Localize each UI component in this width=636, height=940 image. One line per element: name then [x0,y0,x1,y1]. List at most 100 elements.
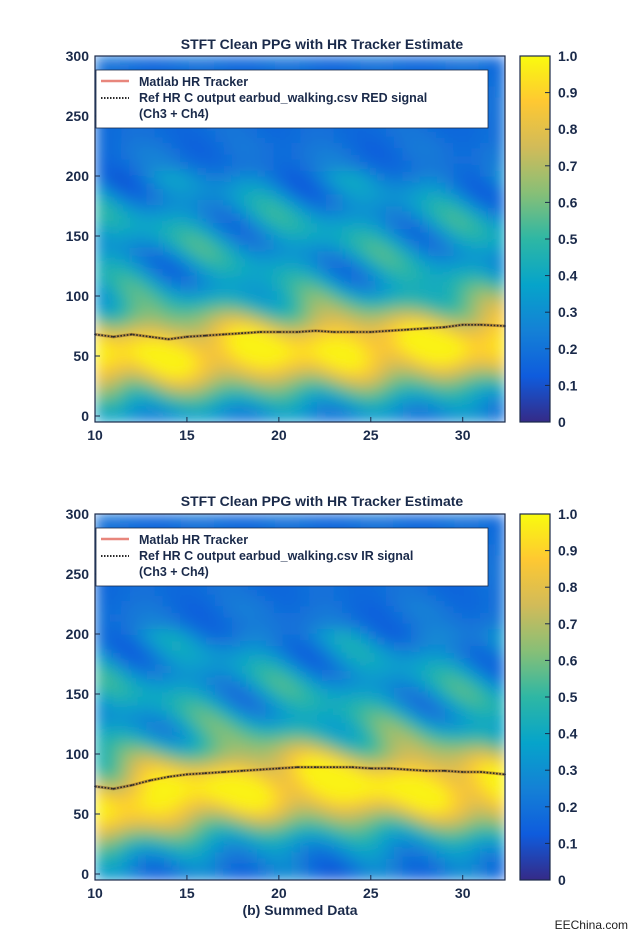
plot-frame [94,55,506,423]
colorbar-tick-label: 0 [558,872,566,888]
ref-hr-point [204,772,207,775]
ref-hr-point [406,768,409,771]
x-tick-label: 30 [455,427,471,443]
ref-hr-point [406,328,409,331]
ref-hr-point [259,331,262,333]
colorbar-tick-label: 0.4 [558,268,578,284]
ref-hr-point [222,333,225,336]
x-tick-label: 10 [87,427,103,443]
ref-hr-point [351,331,354,333]
colorbar-tick-label: 0.5 [558,689,578,705]
plot-frame [94,513,506,881]
ref-hr-point [204,334,207,337]
ref-hr-point [296,331,299,333]
colorbar-tick-label: 0.2 [558,341,578,357]
x-tick-label: 20 [271,885,287,901]
chart-title: STFT Clean PPG with HR Tracker Estimate [181,493,464,509]
ref-hr-point [259,768,262,771]
ref-hr-point [167,338,170,341]
x-tick-label: 20 [271,427,287,443]
ref-hr-point [443,769,446,772]
legend-label-ref: Ref HR C output earbud_walking.csv RED s… [139,91,427,105]
colorbar-tick-label: 0.2 [558,799,578,815]
colorbar-tick-label: 0 [558,414,566,430]
ref-hr-point [186,335,188,338]
ref-hr-point [425,769,427,772]
ref-hr-point [480,323,482,326]
colorbar-tick-label: 0.6 [558,652,578,668]
ref-hr-point [443,326,446,329]
ref-hr-point [278,767,280,770]
colorbar-tick-label: 0.3 [558,304,578,320]
x-tick-label: 25 [363,885,379,901]
y-tick-label: 100 [66,746,90,762]
ref-hr-point [351,766,354,769]
ref-hr-point [388,767,391,770]
ref-hr-point [369,331,372,333]
chart-title: STFT Clean PPG with HR Tracker Estimate [181,36,464,52]
y-tick-label: 150 [66,686,90,702]
x-tick-label: 25 [363,427,379,443]
ref-hr-point [480,771,482,773]
colorbar-tick-label: 0.9 [558,85,578,101]
watermark: EEChina.com [554,918,628,932]
colorbar-tick-label: 0.8 [558,579,578,595]
ref-hr-series-line [95,766,505,790]
colorbar-tick-label: 1.0 [558,48,578,64]
colorbar-tick-label: 0.6 [558,194,578,210]
colorbar-tick-label: 0.4 [558,726,578,742]
ref-hr-point [461,771,464,773]
ref-hr-point [278,331,280,333]
x-tick-label: 30 [455,885,471,901]
legend-box [95,527,489,587]
spectrogram-heatmap [95,514,505,880]
ref-hr-point [112,335,115,338]
ref-hr-point [130,784,133,787]
colorbar-tick-label: 0.9 [558,543,578,559]
y-tick-label: 50 [73,348,89,364]
ref-hr-point [130,333,133,336]
ref-hr-point [222,771,225,773]
y-tick-label: 0 [81,408,89,424]
ref-hr-point [425,327,427,330]
y-tick-label: 300 [66,506,90,522]
x-tick-label: 15 [179,427,195,443]
legend-label-matlab: Matlab HR Tracker [139,533,248,547]
y-tick-label: 50 [73,806,89,822]
legend-label-ref: Ref HR C output earbud_walking.csv IR si… [139,549,413,563]
legend-label-matlab: Matlab HR Tracker [139,75,248,89]
legend: Matlab HR Tracker Ref HR C output earbud_… [95,527,489,587]
legend-box [95,69,489,129]
y-tick-label: 0 [81,866,89,882]
y-tick-label: 250 [66,566,90,582]
y-tick-label: 200 [66,168,90,184]
ref-hr-point [296,766,299,769]
ref-hr-point [186,773,188,776]
ref-hr-point [241,332,244,335]
x-tick-label: 15 [179,885,195,901]
legend-label-ref-line2: (Ch3 + Ch4) [139,565,209,579]
ref-hr-point [149,779,152,782]
ref-hr-point [314,329,317,332]
colorbar: 0 0.1 0.2 0.3 0.4 0.5 0.6 0.7 0.8 0.9 1.0 [519,48,578,430]
colorbar-tick-label: 0.1 [558,835,578,851]
y-tick-label: 100 [66,288,90,304]
ref-hr-point [149,335,152,338]
ref-hr-point [241,769,244,772]
colorbar-tick-label: 0.8 [558,121,578,137]
legend-label-ref-line2: (Ch3 + Ch4) [139,107,209,121]
y-tick-label: 250 [66,108,90,124]
y-tick-label: 300 [66,48,90,64]
x-tick-label: 10 [87,885,103,901]
colorbar: 0 0.1 0.2 0.3 0.4 0.5 0.6 0.7 0.8 0.9 1.0 [519,506,578,888]
ref-hr-point [112,787,115,790]
chart-red-signal: STFT Clean PPG with HR Tracker Estimate 0… [66,36,578,443]
ref-hr-point [388,329,391,332]
ref-hr-point [333,766,335,769]
colorbar-tick-label: 0.3 [558,762,578,778]
colorbar-tick-label: 0.5 [558,231,578,247]
ref-hr-point [314,766,317,769]
ref-hr-point [369,767,372,770]
y-tick-label: 200 [66,626,90,642]
